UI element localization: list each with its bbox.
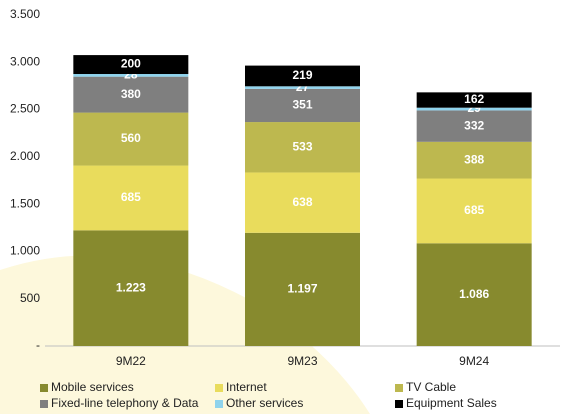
legend-swatch (395, 384, 403, 392)
bar-segment (73, 55, 189, 75)
x-tick-label: 9M22 (116, 354, 146, 368)
data-label: 219 (292, 68, 312, 82)
data-label: 380 (121, 87, 141, 101)
bar-segment (73, 112, 189, 166)
y-tick-label: 3.500 (10, 7, 40, 21)
bar-segment (245, 232, 360, 346)
data-label: 1.086 (459, 287, 489, 301)
legend-swatch (395, 400, 403, 408)
data-label: 533 (292, 139, 312, 153)
data-label: 351 (292, 98, 312, 112)
legend-swatch (215, 384, 223, 392)
data-label: 560 (121, 131, 141, 145)
bar-segment (416, 243, 532, 346)
legend-swatch (40, 384, 48, 392)
legend-label: Internet (226, 380, 267, 394)
bar-segment (416, 107, 532, 111)
y-tick-label: 2.000 (10, 149, 40, 163)
y-tick-label: 1.000 (10, 244, 40, 258)
data-label: 685 (121, 190, 141, 204)
legend-label: TV Cable (406, 380, 456, 394)
bar-segment (245, 65, 360, 87)
y-tick-label: 3.000 (10, 54, 40, 68)
bar-segment (416, 110, 532, 142)
y-tick-label: 1.500 (10, 196, 40, 210)
x-tick-label: 9M24 (459, 354, 489, 368)
bar-segment (73, 165, 189, 231)
bar-segment (73, 230, 189, 346)
data-label: 1.197 (287, 282, 317, 296)
bar-segment (73, 74, 189, 77)
y-tick-label: - (36, 338, 40, 352)
data-label: 638 (292, 195, 312, 209)
data-label: 388 (464, 152, 484, 166)
legend-label: Other services (226, 396, 303, 410)
legend-label: Equipment Sales (406, 396, 497, 410)
data-label: 200 (121, 57, 141, 71)
bar-segment (245, 172, 360, 233)
legend-swatch (40, 400, 48, 408)
bar-segment (245, 86, 360, 89)
bar-segment (416, 92, 532, 108)
data-label: 1.223 (116, 280, 146, 294)
bar-segment (416, 141, 532, 179)
legend-swatch (215, 400, 223, 408)
y-tick-label: 2.500 (10, 102, 40, 116)
bar-segment (416, 178, 532, 244)
data-label: 685 (464, 203, 484, 217)
x-tick-label: 9M23 (287, 354, 317, 368)
bar-segment (245, 88, 360, 123)
legend-label: Mobile services (51, 380, 134, 394)
bar-segment (245, 122, 360, 173)
bar-segment (73, 76, 189, 113)
data-label: 162 (464, 92, 484, 106)
y-tick-label: 500 (20, 291, 40, 305)
legend-label: Fixed-line telephony & Data (51, 396, 199, 410)
data-label: 332 (464, 118, 484, 132)
